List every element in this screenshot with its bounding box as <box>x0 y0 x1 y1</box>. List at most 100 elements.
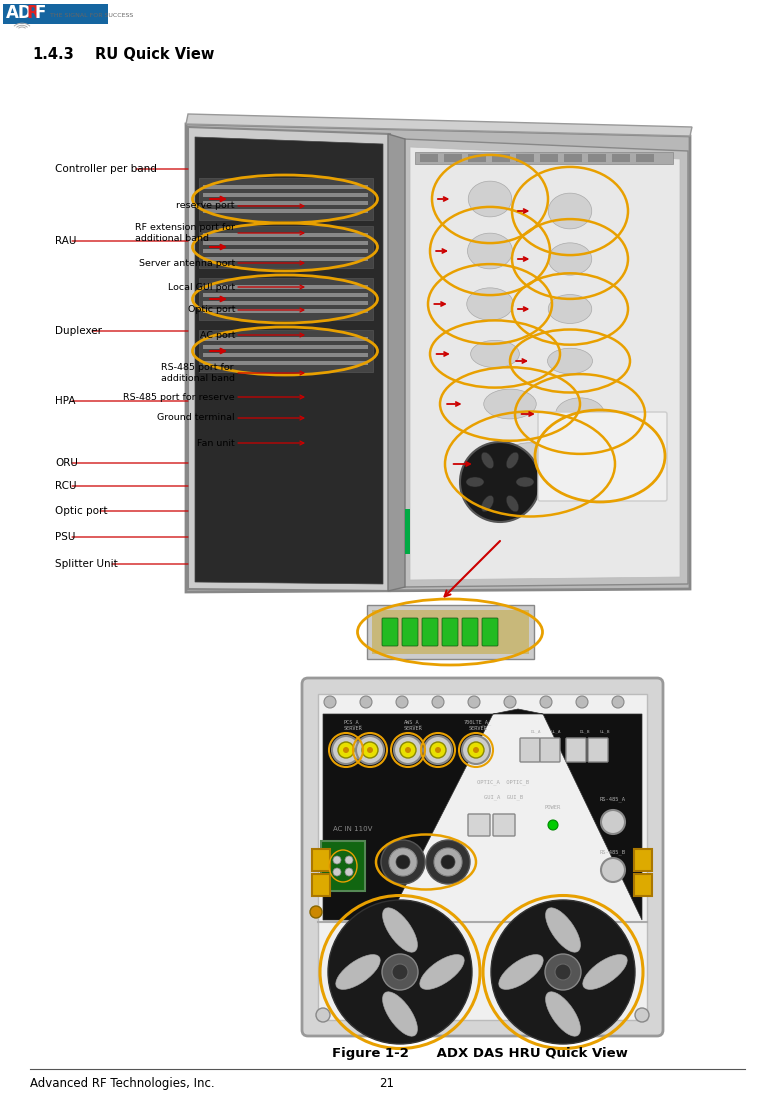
Polygon shape <box>323 709 642 920</box>
FancyBboxPatch shape <box>312 850 330 872</box>
Text: Optic port: Optic port <box>188 306 235 314</box>
Circle shape <box>362 742 378 758</box>
Circle shape <box>345 856 353 864</box>
FancyBboxPatch shape <box>566 739 586 762</box>
FancyBboxPatch shape <box>203 301 368 306</box>
Circle shape <box>332 736 360 764</box>
Text: OPTIC_A  OPTIC_B: OPTIC_A OPTIC_B <box>477 779 529 785</box>
Circle shape <box>424 736 452 764</box>
Text: 700LTE_A_
SERVER: 700LTE_A_ SERVER <box>464 720 492 731</box>
Ellipse shape <box>583 955 627 989</box>
Text: RS-485_B: RS-485_B <box>600 850 626 855</box>
Text: Duplexer: Duplexer <box>55 326 102 336</box>
Circle shape <box>426 840 470 884</box>
Circle shape <box>338 742 354 758</box>
Ellipse shape <box>516 477 534 487</box>
FancyBboxPatch shape <box>405 509 410 554</box>
Circle shape <box>576 696 588 708</box>
Ellipse shape <box>498 443 562 486</box>
FancyBboxPatch shape <box>420 154 438 162</box>
Text: HPA: HPA <box>55 396 75 406</box>
Ellipse shape <box>336 955 381 989</box>
Polygon shape <box>410 147 680 580</box>
FancyBboxPatch shape <box>162 114 697 609</box>
FancyBboxPatch shape <box>444 154 462 162</box>
FancyBboxPatch shape <box>468 814 490 836</box>
FancyBboxPatch shape <box>203 345 368 349</box>
Text: PCS_A_
SERVER: PCS_A_ SERVER <box>343 720 363 731</box>
Circle shape <box>473 747 479 753</box>
Ellipse shape <box>506 452 518 468</box>
Text: RS-485_A: RS-485_A <box>600 797 626 802</box>
Text: GUI_A  GUI_B: GUI_A GUI_B <box>484 795 522 800</box>
FancyBboxPatch shape <box>203 185 368 189</box>
Circle shape <box>601 810 625 834</box>
Text: PSU: PSU <box>55 532 75 542</box>
Text: RS-485 port for reserve: RS-485 port for reserve <box>123 392 235 401</box>
FancyBboxPatch shape <box>588 739 608 762</box>
Circle shape <box>545 954 581 990</box>
Text: reserve port: reserve port <box>177 201 235 211</box>
FancyBboxPatch shape <box>462 618 478 646</box>
Circle shape <box>462 736 490 764</box>
Circle shape <box>316 1008 330 1022</box>
Circle shape <box>468 742 484 758</box>
FancyBboxPatch shape <box>468 154 486 162</box>
Text: DL_A: DL_A <box>531 729 541 733</box>
FancyBboxPatch shape <box>199 278 373 320</box>
Circle shape <box>405 747 411 753</box>
Circle shape <box>504 696 516 708</box>
Ellipse shape <box>470 341 519 367</box>
Text: Fan unit: Fan unit <box>198 439 235 447</box>
Polygon shape <box>188 127 390 591</box>
FancyBboxPatch shape <box>203 257 368 262</box>
Circle shape <box>460 442 540 522</box>
FancyBboxPatch shape <box>302 678 663 1036</box>
FancyBboxPatch shape <box>312 874 330 896</box>
Circle shape <box>434 848 462 876</box>
FancyBboxPatch shape <box>540 154 558 162</box>
Ellipse shape <box>548 295 592 323</box>
FancyBboxPatch shape <box>203 201 368 206</box>
Polygon shape <box>186 124 690 592</box>
Text: Controller per band: Controller per band <box>55 164 157 174</box>
Circle shape <box>396 696 408 708</box>
Circle shape <box>394 736 422 764</box>
Text: UL_A: UL_A <box>551 729 561 733</box>
Polygon shape <box>186 114 692 136</box>
FancyBboxPatch shape <box>203 192 368 198</box>
Ellipse shape <box>556 398 604 430</box>
FancyBboxPatch shape <box>203 309 368 313</box>
FancyBboxPatch shape <box>199 330 373 371</box>
Circle shape <box>400 742 416 758</box>
Text: Figure 1-2      ADX DAS HRU Quick View: Figure 1-2 ADX DAS HRU Quick View <box>332 1047 628 1061</box>
Text: Advanced RF Technologies, Inc.: Advanced RF Technologies, Inc. <box>30 1077 215 1090</box>
FancyBboxPatch shape <box>203 292 368 298</box>
Text: RS-485 port for
additional band: RS-485 port for additional band <box>161 364 235 382</box>
Circle shape <box>435 747 441 753</box>
FancyBboxPatch shape <box>442 618 458 646</box>
Text: UL_B: UL_B <box>600 729 610 733</box>
FancyBboxPatch shape <box>538 412 667 501</box>
Circle shape <box>310 906 322 918</box>
Circle shape <box>468 696 480 708</box>
Text: DL_B: DL_B <box>580 729 591 733</box>
FancyBboxPatch shape <box>203 360 368 365</box>
Ellipse shape <box>481 452 494 468</box>
Ellipse shape <box>467 288 513 320</box>
Text: AC port: AC port <box>199 331 235 340</box>
FancyBboxPatch shape <box>199 226 373 268</box>
Ellipse shape <box>383 991 418 1036</box>
FancyBboxPatch shape <box>564 154 582 162</box>
Ellipse shape <box>547 348 593 374</box>
Circle shape <box>491 900 635 1044</box>
Text: Optic port: Optic port <box>55 506 108 517</box>
Text: RF extension port for
additional band: RF extension port for additional band <box>135 223 235 243</box>
Text: RCU: RCU <box>55 481 77 491</box>
Text: R: R <box>26 4 39 22</box>
Polygon shape <box>195 137 383 584</box>
Ellipse shape <box>468 181 512 217</box>
FancyBboxPatch shape <box>636 154 654 162</box>
Circle shape <box>612 696 624 708</box>
Circle shape <box>382 954 418 990</box>
